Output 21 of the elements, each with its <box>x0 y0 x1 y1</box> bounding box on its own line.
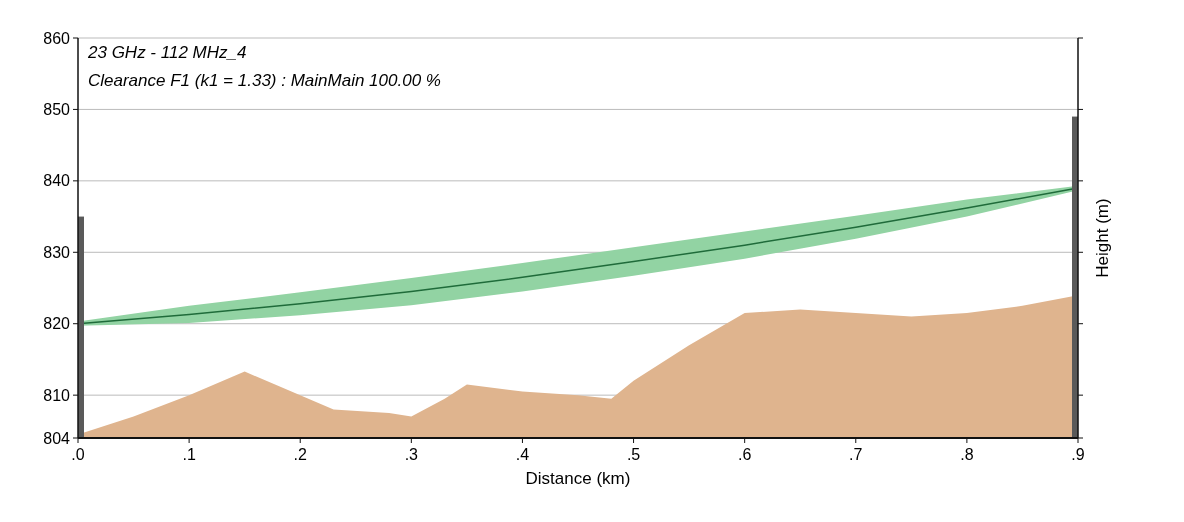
x-tick-label: .6 <box>737 446 752 463</box>
x-tick-label: .4 <box>515 446 530 463</box>
x-tick-label: .7 <box>849 446 863 463</box>
y-tick-label: 840 <box>43 172 71 190</box>
x-tick-label: .8 <box>960 446 974 463</box>
x-tick-label: .3 <box>404 446 419 463</box>
y-tick-label: 860 <box>43 29 71 47</box>
x-axis-title: Distance (km) <box>525 469 631 488</box>
x-tick-label: .1 <box>182 446 196 463</box>
x-tick-label: .9 <box>1071 446 1085 463</box>
x-tick-label: .2 <box>293 446 307 463</box>
y-tick-label: 810 <box>43 386 71 404</box>
x-tick-label: .5 <box>626 446 641 463</box>
annotation: Clearance F1 (k1 = 1.33) : MainMain 100.00 % <box>88 71 441 90</box>
y-tick-label: 830 <box>43 243 71 261</box>
y-tick-label: 804 <box>43 429 71 447</box>
y-tick-label: 820 <box>43 315 71 333</box>
y-tick-label: 850 <box>43 101 71 119</box>
annotation: 23 GHz - 112 MHz_4 <box>87 43 247 62</box>
x-tick-label: .0 <box>71 446 85 463</box>
y-axis-title: Height (m) <box>1093 198 1112 278</box>
